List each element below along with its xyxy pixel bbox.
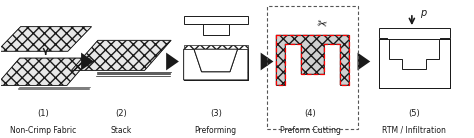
Polygon shape xyxy=(81,53,94,70)
Polygon shape xyxy=(357,53,370,70)
Text: (4): (4) xyxy=(304,109,316,118)
Bar xyxy=(183,49,194,80)
Text: ✂: ✂ xyxy=(316,17,328,31)
Text: (2): (2) xyxy=(115,109,127,118)
Polygon shape xyxy=(379,39,450,88)
Polygon shape xyxy=(276,35,349,85)
Polygon shape xyxy=(0,27,91,51)
Text: Stack: Stack xyxy=(110,126,132,135)
Polygon shape xyxy=(72,40,171,70)
Polygon shape xyxy=(261,53,273,70)
Bar xyxy=(183,45,248,49)
Polygon shape xyxy=(0,58,91,85)
Bar xyxy=(202,24,229,35)
Polygon shape xyxy=(194,49,237,72)
Text: RTM / Infiltration: RTM / Infiltration xyxy=(383,126,446,135)
Text: (3): (3) xyxy=(210,109,222,118)
Bar xyxy=(183,16,248,24)
Text: Preforming: Preforming xyxy=(195,126,237,135)
Bar xyxy=(267,6,358,129)
Polygon shape xyxy=(166,53,179,70)
Text: Non-Crimp Fabric: Non-Crimp Fabric xyxy=(10,126,76,135)
Text: Preform Cutting: Preform Cutting xyxy=(280,126,341,135)
Text: (1): (1) xyxy=(37,109,49,118)
Text: (5): (5) xyxy=(409,109,420,118)
Polygon shape xyxy=(389,39,439,69)
Polygon shape xyxy=(183,49,248,80)
Bar xyxy=(379,39,450,88)
Bar xyxy=(379,28,450,38)
Bar xyxy=(237,49,248,80)
Bar xyxy=(183,72,248,80)
Text: p: p xyxy=(420,8,426,18)
